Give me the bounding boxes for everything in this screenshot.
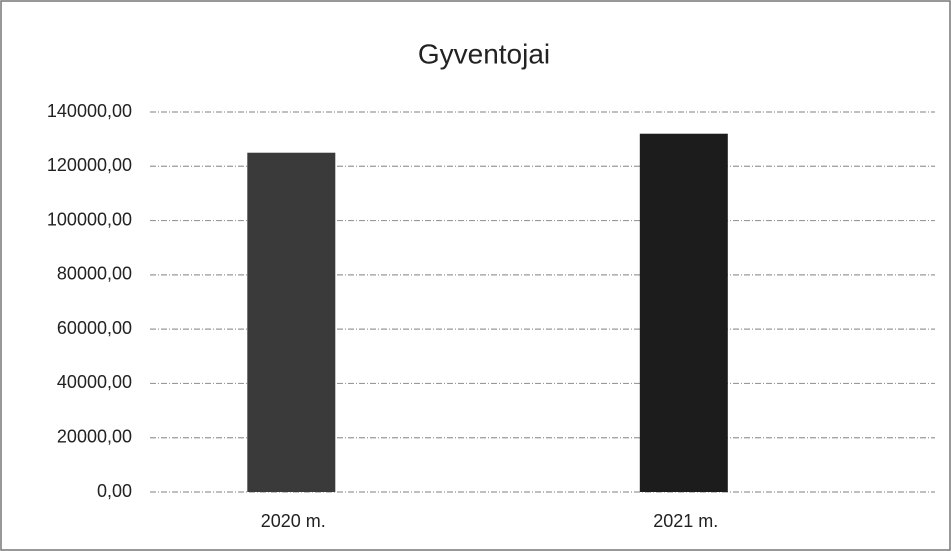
y-tick-label: 60000,00 (57, 318, 132, 338)
bar (639, 133, 728, 492)
x-tick-label: 2021 m. (653, 511, 718, 531)
chart-title: Gyventojai (418, 38, 550, 69)
y-tick-label: 20000,00 (57, 426, 132, 446)
y-tick-label: 0,00 (97, 481, 132, 501)
y-tick-label: 120000,00 (47, 155, 132, 175)
y-tick-label: 80000,00 (57, 264, 132, 284)
y-tick-label: 140000,00 (47, 101, 132, 121)
y-tick-label: 100000,00 (47, 209, 132, 229)
bar (247, 152, 336, 492)
x-tick-label: 2020 m. (261, 511, 326, 531)
y-tick-label: 40000,00 (57, 372, 132, 392)
